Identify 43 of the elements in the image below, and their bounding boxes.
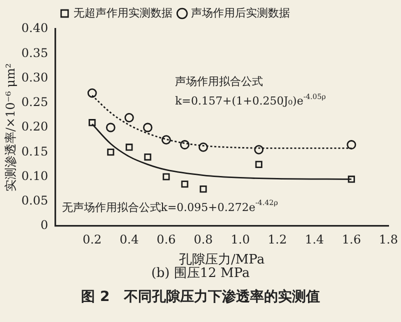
x-tick-label: 1.0 bbox=[230, 232, 250, 246]
text: (b) 围压12 MPa bbox=[150, 266, 251, 282]
x-tick-label: 1.4 bbox=[304, 232, 324, 246]
point bbox=[143, 122, 152, 132]
x-tick-label: 1.6 bbox=[342, 232, 361, 246]
point bbox=[106, 122, 116, 132]
y-tick-label: 0.30 bbox=[21, 70, 48, 84]
point bbox=[181, 180, 188, 188]
point bbox=[198, 142, 208, 152]
point bbox=[346, 140, 356, 150]
x-axis-title: 孔隙压力/MPa bbox=[178, 252, 265, 268]
point bbox=[200, 186, 207, 193]
y-tick-label: 0.10 bbox=[21, 168, 48, 183]
point bbox=[126, 144, 133, 151]
x-tick-label: 1.2 bbox=[268, 232, 287, 246]
point bbox=[162, 173, 170, 180]
y-tick-label: 0.25 bbox=[21, 95, 48, 109]
y-tick-label: 0 bbox=[40, 218, 48, 232]
point bbox=[348, 176, 355, 183]
x-tick-label: 0.2 bbox=[82, 232, 102, 246]
point bbox=[180, 140, 190, 150]
legend-label: 无超声作用实测数据 bbox=[74, 6, 173, 20]
legend-label: 声场作用后实测数据 bbox=[191, 6, 290, 20]
y-tick-label: 0.15 bbox=[21, 144, 48, 158]
point bbox=[88, 119, 96, 126]
point bbox=[254, 144, 264, 154]
point bbox=[255, 160, 262, 168]
annotation: 声场作用拟合公式 bbox=[175, 75, 264, 88]
y-tick-label: 0.20 bbox=[21, 120, 48, 134]
y-axis-title: 实测渗透率/×10⁻⁶ μm² bbox=[3, 63, 18, 192]
y-tick-label: 0.40 bbox=[21, 21, 48, 36]
point bbox=[124, 112, 134, 122]
x-tick-label: 0.8 bbox=[194, 232, 213, 246]
y-tick-label: 0.05 bbox=[21, 194, 48, 208]
y-tick-label: 0.35 bbox=[21, 46, 48, 60]
point bbox=[87, 88, 97, 98]
point bbox=[144, 154, 152, 161]
x-tick-label: 0.4 bbox=[120, 232, 140, 246]
point bbox=[107, 148, 114, 156]
text: 图 2 不同孔隙压力下渗透率的实测值 bbox=[80, 288, 321, 306]
x-tick-label: 0.6 bbox=[156, 232, 176, 246]
x-tick-label: 1.8 bbox=[378, 232, 398, 246]
point bbox=[162, 135, 171, 145]
